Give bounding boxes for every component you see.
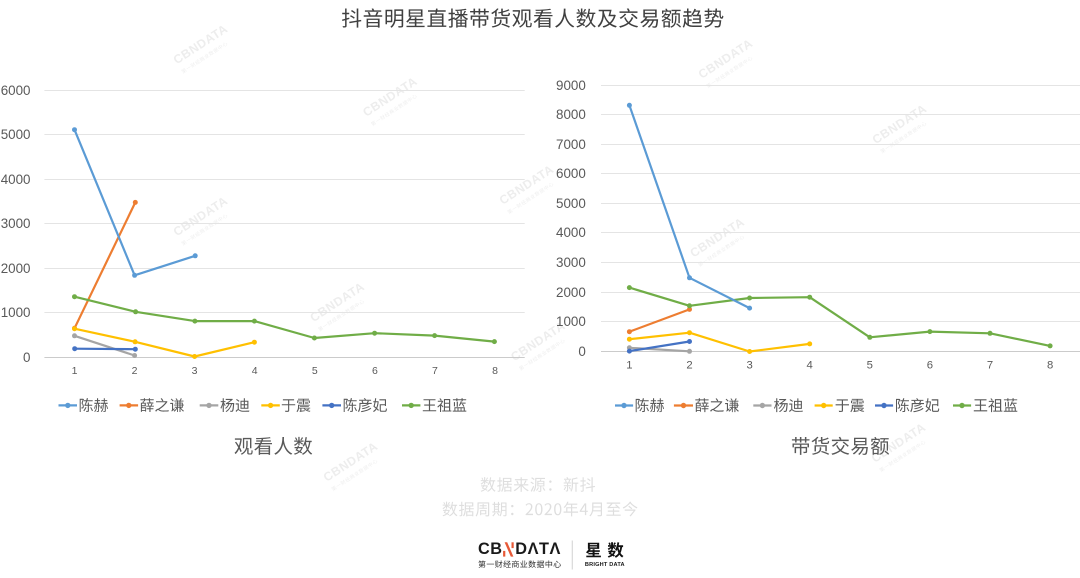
svg-text:6: 6 <box>372 365 378 377</box>
svg-text:1: 1 <box>626 359 632 371</box>
svg-text:1000: 1000 <box>556 314 586 329</box>
svg-text:5000: 5000 <box>556 196 586 211</box>
svg-text:5000: 5000 <box>1 127 31 142</box>
svg-text:4000: 4000 <box>556 225 586 240</box>
svg-text:2: 2 <box>132 365 138 377</box>
svg-text:8: 8 <box>492 365 498 377</box>
svg-text:4000: 4000 <box>1 172 31 187</box>
svg-text:3: 3 <box>192 365 198 377</box>
svg-text:2000: 2000 <box>1 261 31 276</box>
svg-text:9000: 9000 <box>556 78 586 93</box>
svg-text:2000: 2000 <box>556 285 586 300</box>
svg-text:BRIGHT DATA: BRIGHT DATA <box>585 562 625 568</box>
svg-text:6000: 6000 <box>556 166 586 181</box>
svg-text:8: 8 <box>1047 359 1053 371</box>
svg-text:CB: CB <box>478 540 503 558</box>
svg-text:0: 0 <box>23 350 30 365</box>
svg-text:1: 1 <box>72 365 78 377</box>
svg-text:5: 5 <box>867 359 873 371</box>
svg-text:7: 7 <box>432 365 438 377</box>
svg-text:3000: 3000 <box>1 216 31 231</box>
svg-text:8000: 8000 <box>556 107 586 122</box>
svg-text:1000: 1000 <box>1 305 31 320</box>
svg-text:2: 2 <box>686 359 692 371</box>
svg-text:7: 7 <box>987 359 993 371</box>
svg-text:6: 6 <box>927 359 933 371</box>
svg-text:3000: 3000 <box>556 255 586 270</box>
svg-text:4: 4 <box>807 359 813 371</box>
svg-text:DΛTΛ: DΛTΛ <box>515 540 561 558</box>
svg-text:0: 0 <box>578 344 585 359</box>
svg-text:7000: 7000 <box>556 137 586 152</box>
svg-text:3: 3 <box>746 359 752 371</box>
svg-text:5: 5 <box>312 365 318 377</box>
svg-text:6000: 6000 <box>1 83 31 98</box>
svg-text:4: 4 <box>252 365 258 377</box>
